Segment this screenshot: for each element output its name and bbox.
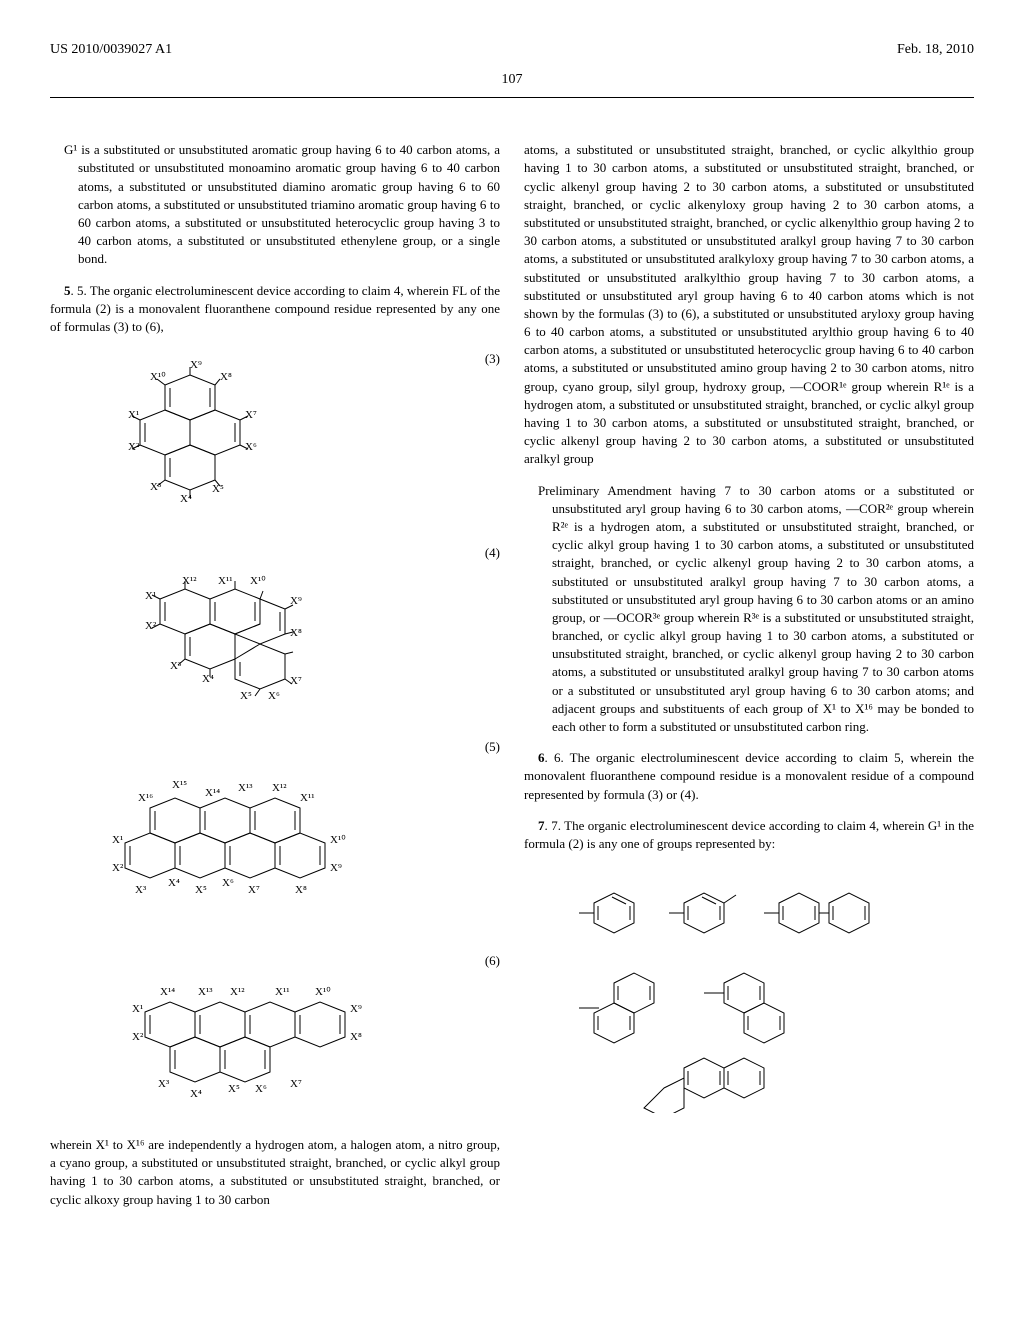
preliminary-amendment: Preliminary Amendment having 7 to 30 car… — [524, 482, 974, 737]
svg-text:X¹⁴: X¹⁴ — [205, 787, 220, 799]
svg-text:X⁵: X⁵ — [228, 1083, 240, 1095]
formula-6-structure: X¹ X² X³ X⁴ X⁵ X⁶ X⁷ X⁸ X⁹ X¹⁰ X¹¹ X¹² X¹³ X¹⁴ — [90, 952, 390, 1122]
svg-text:X⁶: X⁶ — [268, 690, 280, 702]
formula-5-structure: X¹X² X³X⁴ X⁵X⁶ X⁷X⁸ X⁹X¹⁰ X¹¹X¹² X¹³X¹⁴ … — [90, 738, 390, 938]
svg-text:X³: X³ — [135, 884, 147, 896]
svg-text:X⁵: X⁵ — [240, 690, 252, 702]
claim-6: 6. 6. The organic electroluminescent dev… — [524, 749, 974, 804]
svg-text:X²: X² — [132, 1031, 144, 1043]
continuation-text: atoms, a substituted or unsubstituted st… — [524, 141, 974, 468]
svg-text:X¹¹: X¹¹ — [275, 986, 290, 998]
svg-text:X²: X² — [128, 441, 140, 453]
formula-3-structure: X¹X² X³X⁴ X⁵X⁶ X⁷X⁸ X⁹X¹⁰ — [90, 350, 320, 530]
svg-text:X¹⁴: X¹⁴ — [160, 986, 175, 998]
claim-5: 5. 5. The organic electroluminescent dev… — [50, 282, 500, 337]
svg-text:X¹¹: X¹¹ — [300, 792, 315, 804]
formula-3-number: (3) — [485, 350, 500, 368]
svg-text:X¹: X¹ — [132, 1003, 143, 1015]
svg-text:X¹²: X¹² — [182, 575, 197, 587]
svg-text:X²: X² — [112, 862, 124, 874]
formula-4: (4) X¹X² X³X⁴ X — [90, 544, 500, 724]
svg-text:X³: X³ — [170, 660, 182, 672]
right-column: atoms, a substituted or unsubstituted st… — [524, 128, 974, 1222]
svg-text:X¹²: X¹² — [230, 986, 245, 998]
svg-text:X⁴: X⁴ — [190, 1088, 202, 1100]
formula-6: (6) X¹ X² X³ X⁴ X⁵ X⁶ — [90, 952, 500, 1122]
svg-text:X⁸: X⁸ — [290, 627, 302, 639]
x-definition: wherein X¹ to X¹⁶ are independently a hy… — [50, 1136, 500, 1209]
svg-text:X³: X³ — [158, 1078, 170, 1090]
svg-text:X⁹: X⁹ — [350, 1003, 362, 1015]
page-header: US 2010/0039027 A1 Feb. 18, 2010 — [50, 40, 974, 60]
svg-text:X⁶: X⁶ — [245, 441, 257, 453]
header-divider — [50, 97, 974, 98]
g1-groups — [554, 873, 974, 1118]
svg-text:X⁷: X⁷ — [248, 884, 260, 896]
svg-text:X¹⁰: X¹⁰ — [315, 986, 331, 998]
svg-text:X⁵: X⁵ — [212, 483, 224, 495]
svg-text:X¹³: X¹³ — [198, 986, 213, 998]
svg-text:X¹²: X¹² — [272, 782, 287, 794]
svg-text:X¹⁰: X¹⁰ — [150, 371, 166, 383]
claim-7: 7. 7. The organic electroluminescent dev… — [524, 817, 974, 853]
svg-text:X⁹: X⁹ — [330, 862, 342, 874]
svg-text:X⁶: X⁶ — [222, 877, 234, 889]
formula-4-number: (4) — [485, 544, 500, 562]
svg-text:X⁴: X⁴ — [202, 673, 214, 685]
svg-text:X³: X³ — [150, 481, 162, 493]
pub-date: Feb. 18, 2010 — [897, 40, 974, 60]
svg-text:X¹⁰: X¹⁰ — [330, 834, 346, 846]
formula-4-structure: X¹X² X³X⁴ X⁵X⁶ X⁷X⁸ X⁹X¹⁰ X¹¹X¹² — [90, 544, 360, 724]
g1-groups-structures — [554, 873, 914, 1113]
pub-number: US 2010/0039027 A1 — [50, 40, 172, 60]
svg-text:X⁷: X⁷ — [290, 675, 302, 687]
svg-text:X⁴: X⁴ — [168, 877, 180, 889]
formula-5-number: (5) — [485, 738, 500, 756]
svg-text:X⁹: X⁹ — [190, 359, 202, 371]
svg-text:X¹⁶: X¹⁶ — [138, 792, 153, 804]
two-column-content: G¹ is a substituted or unsubstituted aro… — [50, 128, 974, 1222]
g1-definition: G¹ is a substituted or unsubstituted aro… — [50, 141, 500, 268]
svg-text:X¹⁵: X¹⁵ — [172, 779, 187, 791]
svg-text:X⁸: X⁸ — [220, 371, 232, 383]
svg-text:X¹⁰: X¹⁰ — [250, 575, 266, 587]
page-number: 107 — [50, 70, 974, 90]
left-column: G¹ is a substituted or unsubstituted aro… — [50, 128, 500, 1222]
svg-text:X⁵: X⁵ — [195, 884, 207, 896]
svg-text:X⁷: X⁷ — [245, 409, 257, 421]
formula-5: (5) X¹ X² X³ X⁴ — [90, 738, 500, 938]
svg-text:X⁶: X⁶ — [255, 1083, 267, 1095]
svg-text:X⁸: X⁸ — [295, 884, 307, 896]
svg-text:X⁷: X⁷ — [290, 1078, 302, 1090]
svg-text:X¹³: X¹³ — [238, 782, 253, 794]
svg-text:X⁸: X⁸ — [350, 1031, 362, 1043]
formula-3: (3) X¹X² X³X⁴ X⁵X⁶ X⁷X⁸ — [90, 350, 500, 530]
formula-6-number: (6) — [485, 952, 500, 970]
svg-text:X¹: X¹ — [112, 834, 123, 846]
svg-text:X¹¹: X¹¹ — [218, 575, 233, 587]
